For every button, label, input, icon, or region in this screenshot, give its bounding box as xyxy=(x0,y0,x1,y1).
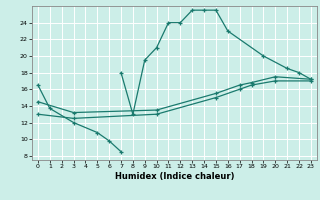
X-axis label: Humidex (Indice chaleur): Humidex (Indice chaleur) xyxy=(115,172,234,181)
